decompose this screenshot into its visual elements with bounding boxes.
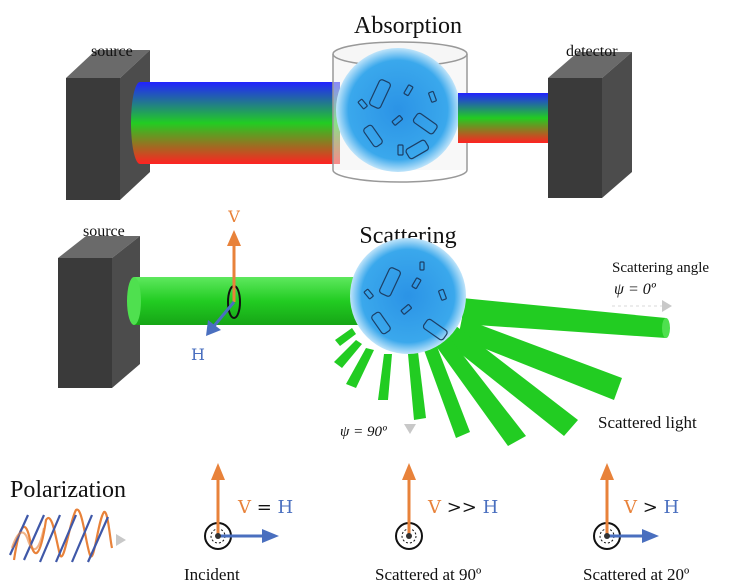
svg-text:V = H: V = H [237, 497, 293, 518]
polarization-wave-arrow [116, 534, 126, 546]
polarization-panel-90: V >> H Scattered at 90º [375, 463, 498, 584]
absorption-transmitted-beam [458, 93, 556, 143]
angle-zero-label: ψ = 0º [614, 281, 657, 298]
incident-h: H [278, 497, 294, 518]
scattered-beam [334, 340, 362, 368]
scattered-beam [378, 354, 392, 400]
ninety-h: H [483, 497, 499, 518]
scattered-beam [424, 344, 470, 438]
scattering-angle-caption: Scattering angle [612, 260, 709, 276]
scattered-beam [346, 348, 374, 388]
incident-beam [127, 277, 366, 325]
scattering-particles [363, 261, 448, 341]
ninety-caption: Scattered at 90º [375, 565, 481, 584]
scattered-beams [334, 298, 666, 446]
polarization-section: Polarization V = H Incident [8, 463, 689, 584]
absorption-cuvette [332, 41, 468, 183]
ninety-relation: >> [441, 497, 483, 518]
scattering-source-label: source [83, 223, 125, 240]
v-axis-label: V [227, 207, 240, 226]
scattering-sample [350, 238, 466, 354]
twenty-h: H [664, 497, 680, 518]
angle-ninety-label: ψ = 90º [340, 424, 387, 440]
polarization-title: Polarization [10, 477, 126, 503]
scattering-section: Scattering source V H [58, 207, 709, 446]
scattered-beam [458, 318, 622, 400]
svg-text:V >> H: V >> H [427, 497, 498, 518]
absorption-detector-label: detector [566, 43, 618, 60]
absorption-source-label: source [91, 43, 133, 60]
scattering-source-box [58, 236, 140, 388]
absorption-title: Absorption [354, 13, 462, 39]
twenty-v: V [623, 497, 638, 518]
absorption-particles [357, 79, 438, 160]
h-axis-label: H [191, 345, 205, 364]
absorption-beam [131, 82, 340, 164]
angle-zero-arrow [662, 300, 672, 312]
ninety-v: V [427, 497, 442, 518]
scattered-beam [408, 352, 426, 420]
h-axis-arrow [206, 301, 236, 336]
twenty-caption: Scattered at 20º [583, 565, 689, 584]
incident-relation: = [251, 497, 278, 518]
scattered-beam [446, 326, 578, 436]
absorption-section: Absorption source [66, 13, 632, 200]
polarization-wave-icon [8, 508, 114, 563]
incident-v: V [237, 497, 252, 518]
svg-text:V > H: V > H [623, 497, 679, 518]
polarization-panel-20: V > H Scattered at 20º [583, 463, 689, 584]
scattered-beam [335, 328, 356, 346]
scattered-light-label: Scattered light [598, 413, 697, 432]
scattered-beam [462, 298, 666, 338]
incident-caption: Incident [184, 565, 240, 584]
twenty-relation: > [637, 497, 664, 518]
scattered-beam [436, 336, 526, 446]
polarization-panel-incident: V = H Incident [184, 463, 293, 584]
absorption-detector-box [548, 52, 632, 198]
angle-ninety-arrow [404, 424, 416, 434]
v-axis-arrow [227, 230, 241, 302]
